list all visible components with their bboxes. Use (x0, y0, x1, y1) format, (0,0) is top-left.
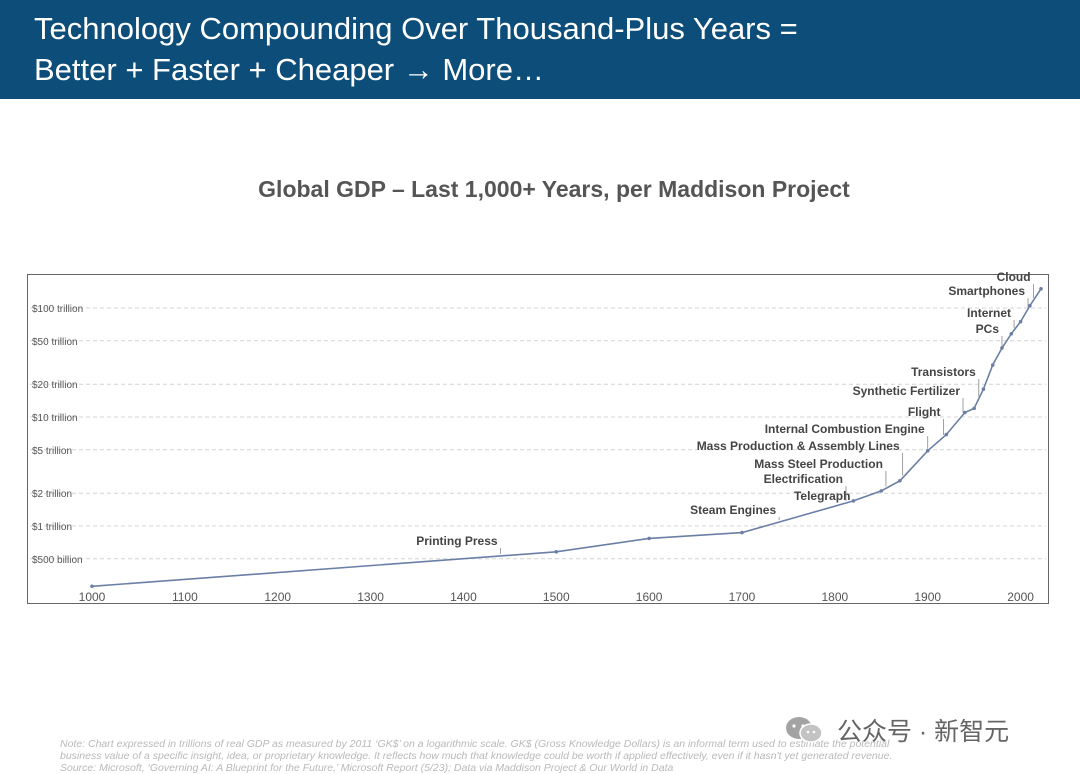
footnote-line-2: business value of a specific insight, id… (60, 750, 893, 762)
gdp-data-point (981, 387, 986, 391)
annotation-label: Mass Steel Production (754, 457, 883, 471)
footnote-line-3: Source: Microsoft, ‘Governing AI: A Blue… (60, 762, 674, 774)
x-tick-label: 1300 (357, 590, 384, 604)
x-tick-label: 1200 (264, 590, 291, 604)
x-tick-label: 2000 (1007, 590, 1034, 604)
x-tick-label: 1500 (543, 590, 570, 604)
annotation-label: PCs (976, 322, 1000, 336)
chart-frame (27, 274, 1049, 604)
annotation-label: Transistors (911, 365, 976, 379)
x-tick-label: 1900 (914, 590, 941, 604)
gdp-data-point (90, 584, 94, 589)
x-tick-label: 1600 (636, 590, 663, 604)
y-tick-label: $500 billion (32, 555, 83, 566)
y-tick-label: $10 trillion (32, 413, 78, 424)
slide-title-line-2: Better + Faster + Cheaper → More… (34, 52, 544, 87)
gdp-data-point (925, 448, 930, 453)
x-tick-label: 1400 (450, 590, 477, 604)
gdp-data-point (740, 530, 744, 535)
watermark: 公众号 · 新智元 (784, 712, 1009, 748)
gdp-data-point (647, 536, 651, 541)
watermark-text: 公众号 · 新智元 (836, 718, 1010, 746)
y-tick-label: $2 trillion (32, 489, 72, 500)
gdp-data-point (1028, 303, 1032, 308)
gdp-data-point (972, 406, 976, 411)
y-tick-label: $5 trillion (32, 446, 72, 457)
y-tick-label: $100 trillion (32, 304, 83, 315)
gdp-data-point (963, 410, 967, 415)
annotation-label: Telegraph (794, 489, 850, 503)
annotation-label: Smartphones (948, 284, 1025, 298)
gdp-data-point (990, 363, 995, 367)
gdp-data-point (1000, 346, 1004, 350)
wechat-icon (786, 717, 823, 743)
annotation-label: Mass Production & Assembly Lines (697, 439, 900, 453)
slide-title-line-1: Technology Compounding Over Thousand-Plu… (34, 11, 798, 46)
chart-title: Global GDP – Last 1,000+ Years, per Madd… (258, 176, 850, 202)
annotation-label: Cloud (997, 270, 1031, 284)
annotation-label: Electrification (764, 472, 843, 486)
x-tick-label: 1100 (172, 590, 198, 604)
gdp-series-line (91, 288, 1042, 588)
gdp-data-point (1009, 331, 1014, 336)
y-tick-label: $1 trillion (32, 522, 72, 533)
annotation-label: Internal Combustion Engine (765, 422, 925, 436)
footnote-line-1: Note: Chart expressed in trillions of re… (60, 738, 890, 750)
x-tick-label: 1000 (79, 590, 106, 604)
gdp-data-point (851, 499, 856, 503)
gdp-data-point (1039, 287, 1043, 291)
slide-header: Technology Compounding Over Thousand-Plu… (0, 0, 1080, 99)
annotation-label: Flight (908, 405, 941, 419)
annotation-label: Steam Engines (690, 503, 776, 517)
x-tick-label: 1800 (822, 590, 849, 604)
gdp-data-point (1018, 319, 1023, 324)
gdp-data-point (898, 478, 902, 483)
x-tick-label: 1700 (729, 590, 756, 604)
y-tick-label: $20 trillion (32, 380, 78, 391)
gdp-data-point (944, 432, 949, 437)
annotation-label: Synthetic Fertilizer (853, 384, 961, 398)
y-tick-label: $50 trillion (32, 337, 78, 348)
gdp-data-point (554, 549, 559, 554)
annotation-label: Internet (967, 306, 1011, 320)
footnote: Note: Chart expressed in trillions of re… (60, 738, 1050, 774)
annotation-label: Printing Press (416, 534, 498, 548)
gdp-data-point (879, 489, 884, 493)
